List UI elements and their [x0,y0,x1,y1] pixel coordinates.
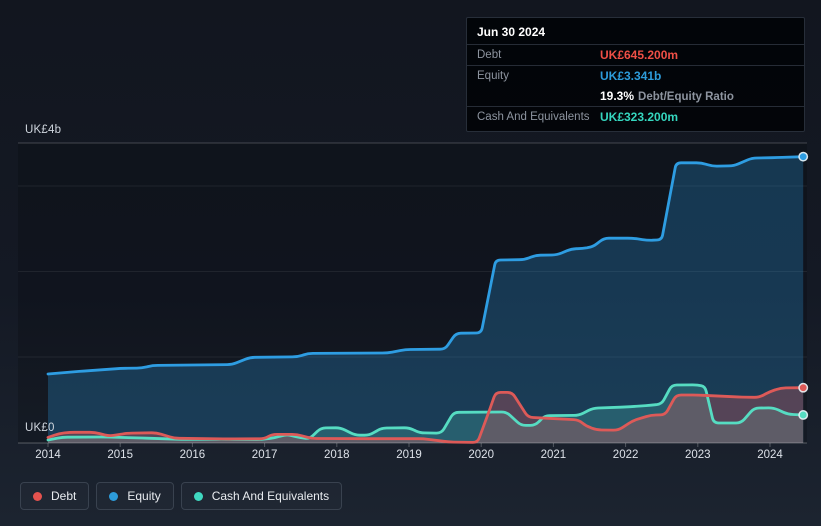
tooltip: Jun 30 2024 Debt UK£645.200m Equity UK£3… [466,17,805,132]
tooltip-equity-label: Equity [477,70,509,82]
legend-item-label: Debt [51,489,77,503]
legend-item-debt[interactable]: Debt [20,482,90,510]
equity-series-dot-icon [109,491,119,501]
debt-series-dot-icon [33,491,42,501]
legend-item-label: Cash And Equivalents [211,489,330,503]
legend-item-label: Equity [127,489,161,503]
tooltip-equity-value: UK£3.341b [600,69,662,83]
x-axis-label: 2018 [324,449,350,461]
tooltip-ratio-label: Debt/Equity Ratio [638,91,734,103]
y-axis-max-label: UK£4b [25,124,62,136]
tooltip-debt-label: Debt [477,49,502,61]
tooltip-ratio-value: 19.3% [600,89,635,103]
legend-item-cash[interactable]: Cash And Equivalents [180,482,343,510]
x-axis-label: 2022 [612,449,639,461]
x-axis-label: 2021 [540,449,567,461]
x-axis-label: 2016 [179,449,206,461]
x-axis-label: 2019 [396,449,422,461]
x-axis-label: 2023 [685,449,711,461]
x-axis-label: 2024 [757,449,783,461]
tooltip-date: Jun 30 2024 [477,25,546,39]
x-axis-label: 2015 [107,449,133,461]
tooltip-cash-value: UK£323.200m [600,110,679,124]
x-axis-label: 2014 [35,449,61,461]
legend: Debt Equity Cash And Equivalents [20,482,343,510]
legend-item-equity[interactable]: Equity [96,482,174,510]
x-axis-label: 2020 [468,449,494,461]
y-axis-zero-label: UK£0 [25,422,55,434]
x-axis-label: 2017 [251,449,278,461]
tooltip-cash-label: Cash And Equivalents [477,111,590,123]
cash-series-dot-icon [193,491,203,501]
tooltip-debt-value: UK£645.200m [600,48,679,62]
